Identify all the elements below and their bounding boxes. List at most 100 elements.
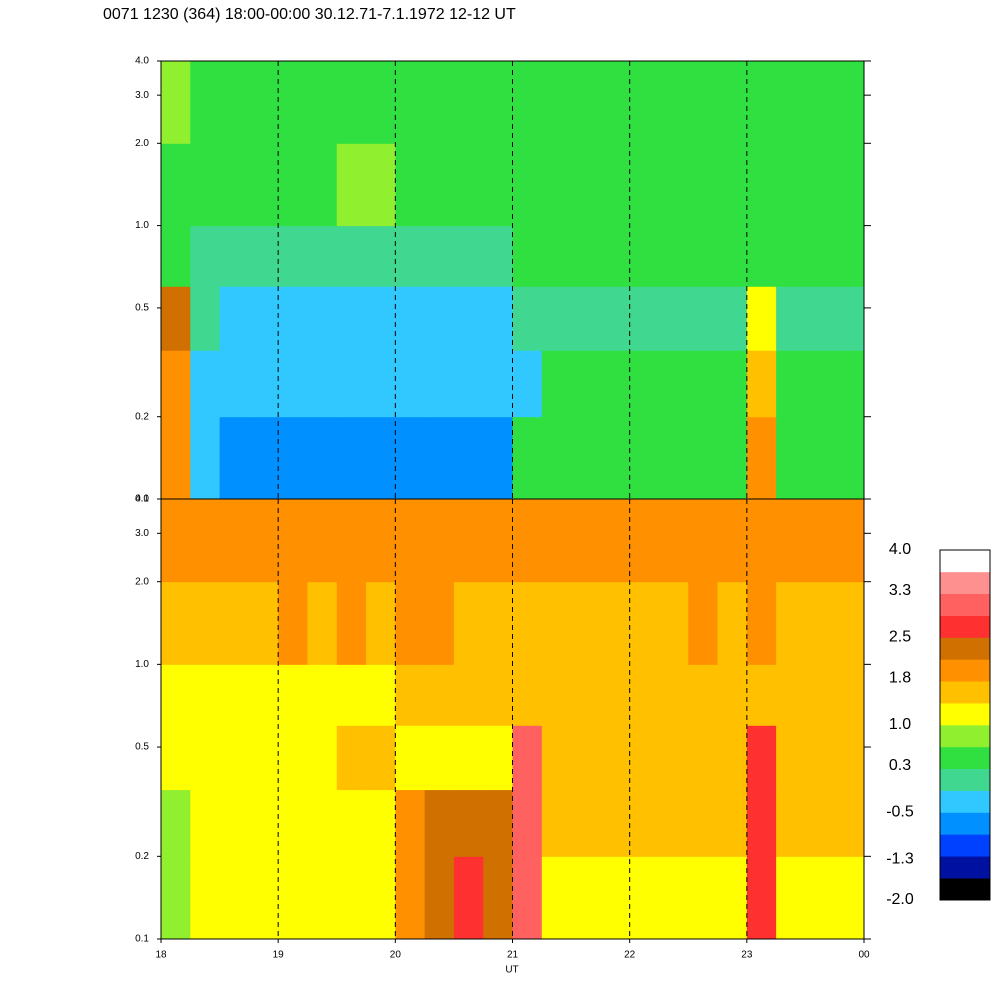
heatmap-cell [453,416,484,500]
heatmap-cell [190,664,221,726]
heatmap-cell [512,286,543,351]
heatmap-cell [717,350,748,418]
heatmap-cell [336,856,367,940]
heatmap-cell [541,789,572,857]
heatmap-cell [424,416,455,500]
heatmap-cell [512,143,543,227]
heatmap-cell [834,725,865,791]
heatmap-cell [571,856,601,940]
heatmap-cell [629,725,660,791]
heatmap-cell [161,61,191,144]
heatmap-cell [248,286,279,351]
heatmap-cell [278,286,308,351]
heatmap-cell [688,581,719,665]
heatmap-cell [453,664,484,726]
heatmap-cell [600,581,631,665]
colorbar-band [940,637,990,660]
heatmap-cell [717,789,748,857]
heatmap-cell [688,286,719,351]
heatmap-cell [571,416,601,500]
plot-frame [160,498,865,940]
colorbar-label: -1.3 [886,850,914,867]
heatmap-cell [424,350,455,418]
heatmap-cell [307,664,338,726]
heatmap-cell [541,143,572,227]
heatmap-cell [219,856,250,940]
heatmap-cell [746,581,777,665]
heatmap-cell [600,225,631,287]
y-tick-label: 0.5 [135,303,149,314]
heatmap-cell [512,350,543,418]
heatmap-cell [424,856,455,940]
heatmap-cell [629,286,660,351]
heatmap-cell [190,350,221,418]
heatmap-cell [776,286,806,351]
heatmap-cell [248,581,279,665]
x-axis-label: UT [505,965,518,976]
heatmap-cell [219,789,250,857]
heatmap-cell [307,499,338,583]
heatmap-cell [248,664,279,726]
heatmap-cell [746,143,777,227]
heatmap-cell [746,789,777,857]
heatmap-cell [307,581,338,665]
heatmap-cell [541,225,572,287]
y-tick-label: 1.0 [135,659,149,670]
heatmap-cell [834,499,865,583]
x-tick-label: 18 [155,950,167,961]
heatmap-cell [512,664,543,726]
heatmap-cell [776,789,806,857]
heatmap-cell [366,581,396,665]
heatmap-cell [512,856,543,940]
heatmap-cell [658,225,689,287]
heatmap-cell [717,286,748,351]
heatmap-cell [395,143,426,227]
heatmap-cell [688,143,719,227]
heatmap-cell [512,499,543,583]
heatmap-cell [834,664,865,726]
heatmap-cell [512,61,543,144]
y-tick-label: 0.5 [135,742,149,753]
heatmap-cell [541,581,572,665]
colorbar-label: -0.5 [886,804,914,821]
heatmap-cell [600,856,631,940]
heatmap-cell [219,416,250,500]
heatmap-cell [336,143,367,227]
heatmap-cell [366,143,396,227]
heatmap-cell [190,789,221,857]
heatmap-cell [805,499,836,583]
heatmap-cell [600,416,631,500]
heatmap-cell [541,416,572,500]
heatmap-cell [776,664,806,726]
heatmap-cell [483,350,513,418]
heatmap-cell [161,350,191,418]
heatmap-cell [600,789,631,857]
heatmap-cell [658,856,689,940]
y-tick-label: 2.0 [135,576,149,587]
heatmap-cell [453,581,484,665]
heatmap-cell [746,61,777,144]
heatmap-cell [834,61,865,144]
heatmap-cell [776,416,806,500]
heatmap-cell [688,789,719,857]
heatmap-cell [717,61,748,144]
heatmap-cell [483,856,513,940]
heatmap-cell [219,286,250,351]
colorbar-band [940,746,990,770]
heatmap-cell [161,416,191,500]
x-tick-label: 19 [273,950,285,961]
heatmap-cell [805,350,836,418]
heatmap-cell [541,664,572,726]
y-tick-label: 0.2 [135,851,149,862]
heatmap-cell [629,225,660,287]
colorbar-label: 0.3 [889,757,911,774]
heatmap-cell [307,789,338,857]
heatmap-cell [717,581,748,665]
heatmap-cell [424,499,455,583]
heatmap-cell [307,286,338,351]
heatmap-cell [805,225,836,287]
heatmap-cell [366,856,396,940]
heatmap-cell [278,143,308,227]
heatmap-cell [776,499,806,583]
heatmap-cell [336,581,367,665]
